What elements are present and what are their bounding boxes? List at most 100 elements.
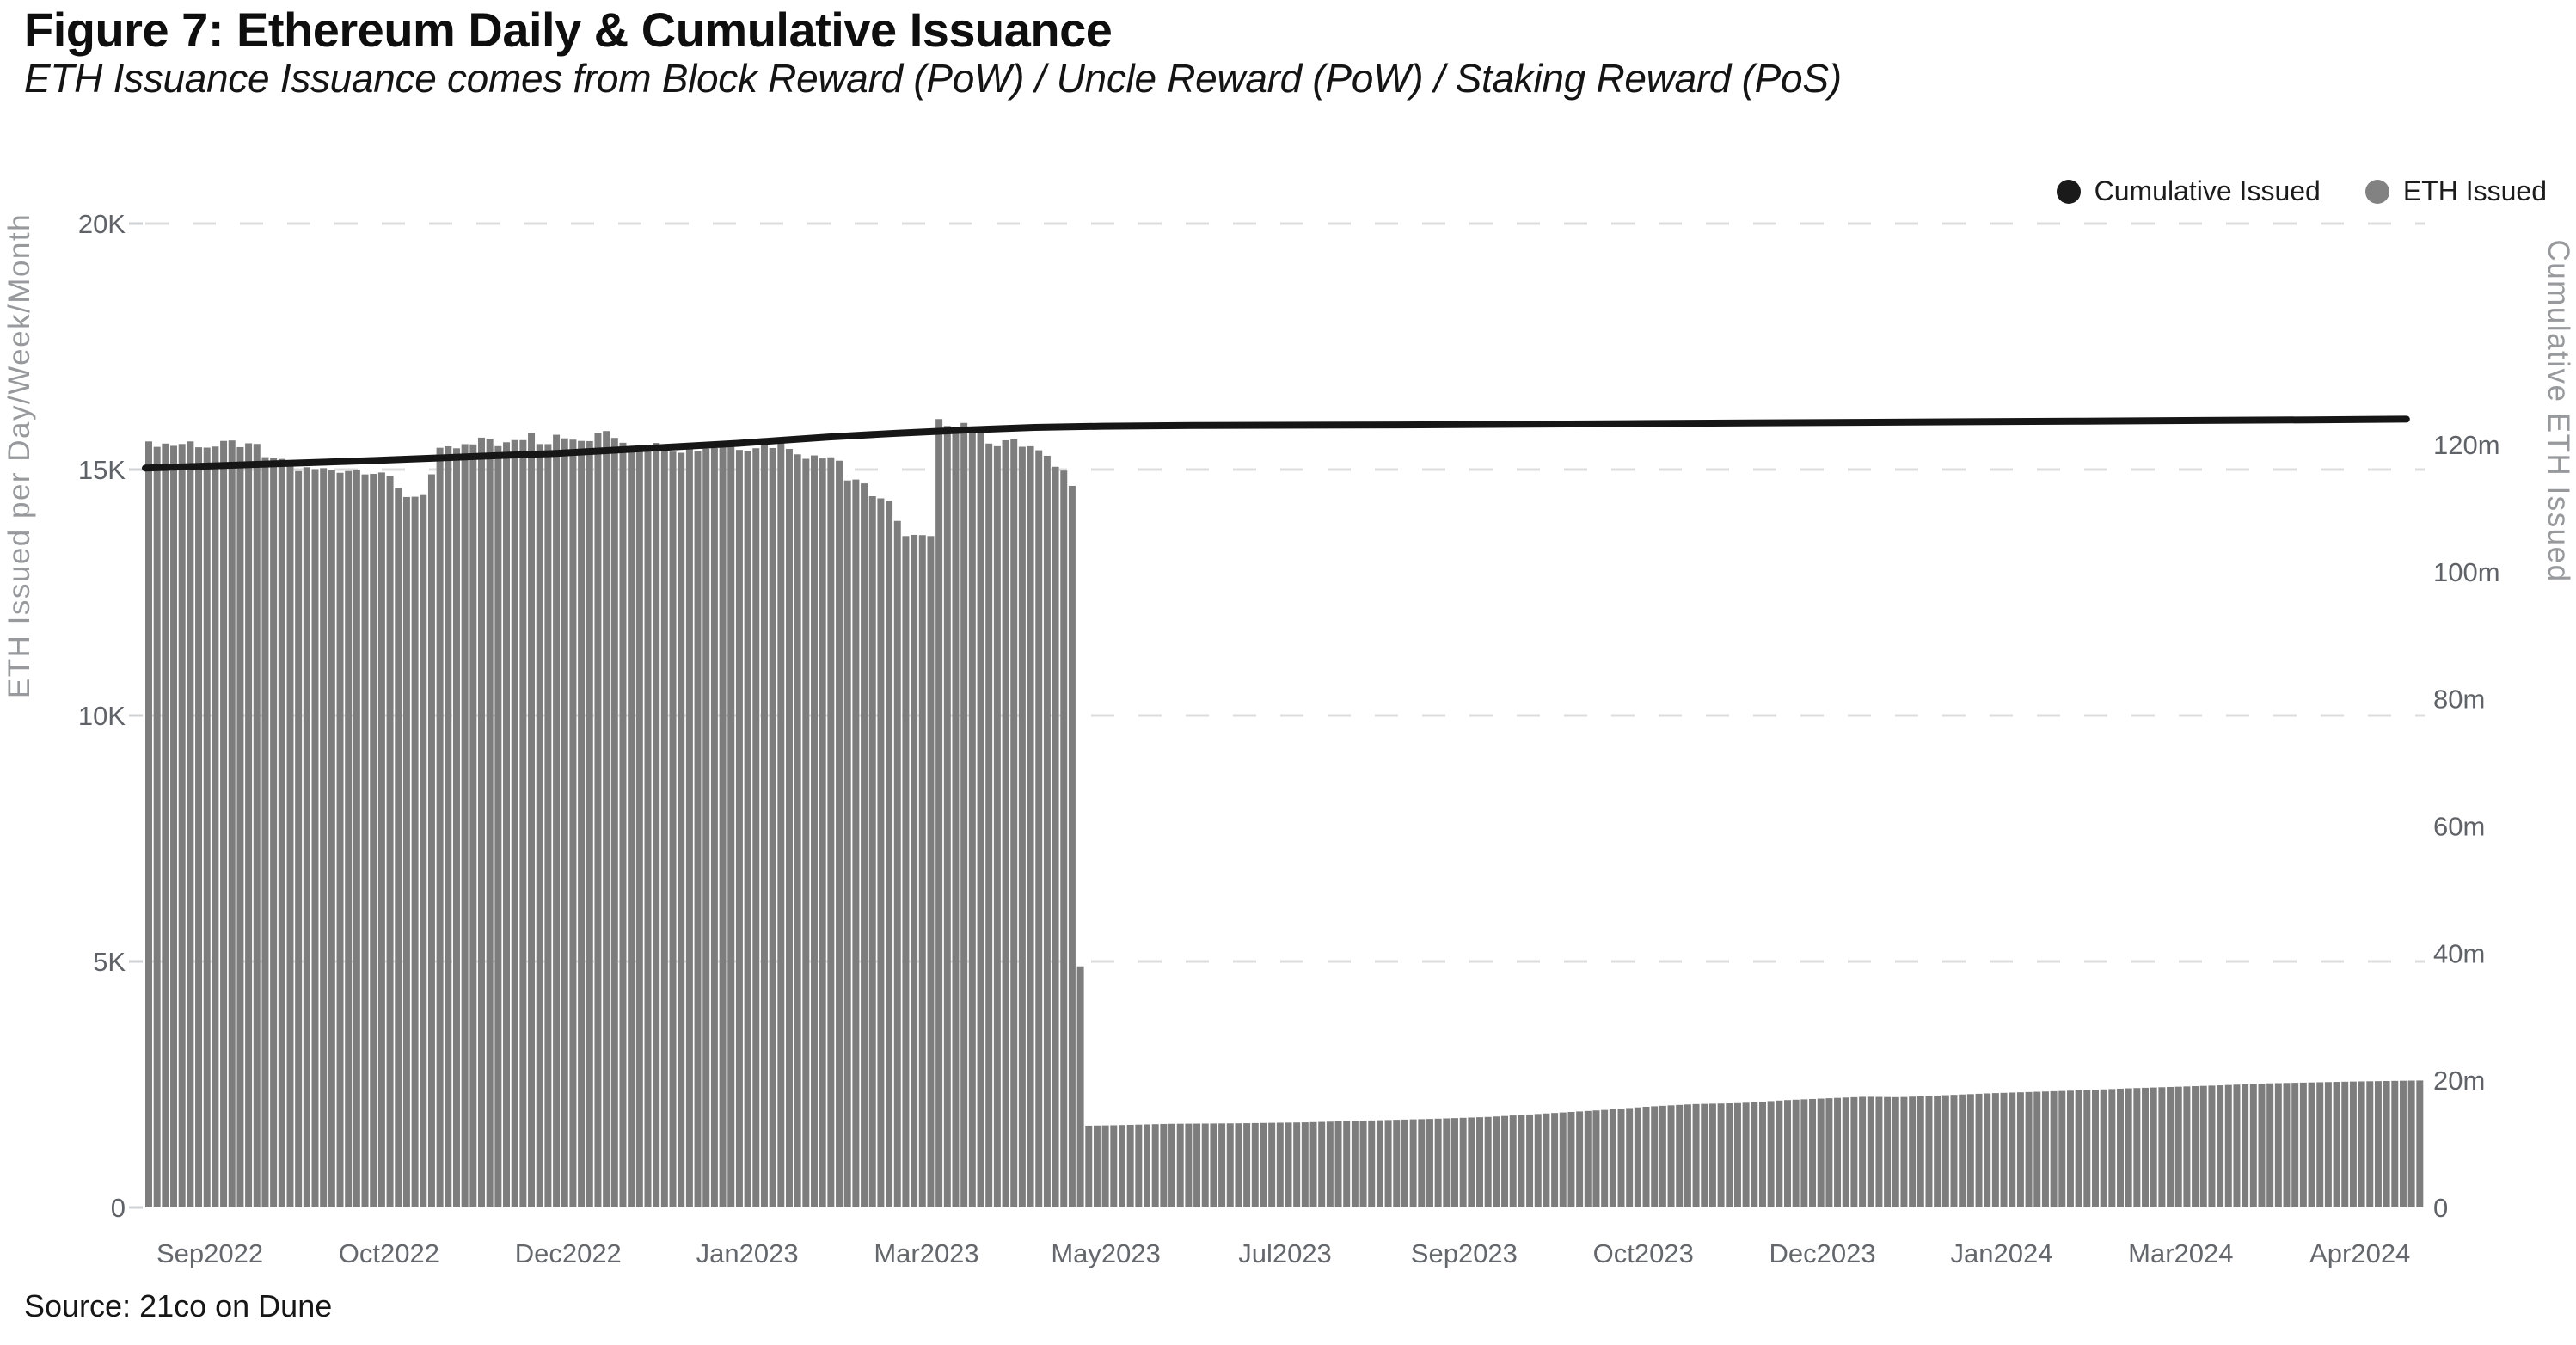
- bar: [1526, 1114, 1534, 1207]
- bar: [1534, 1114, 1542, 1207]
- legend-item-eth-issued[interactable]: ETH Issued: [2364, 175, 2547, 207]
- bar: [1767, 1101, 1775, 1207]
- bar: [1784, 1100, 1791, 1207]
- bar: [769, 447, 776, 1207]
- eth-issued-bars: [145, 419, 2424, 1208]
- bar: [1984, 1093, 1991, 1207]
- bar: [1692, 1103, 1700, 1207]
- bar: [1418, 1119, 1426, 1207]
- bar: [2324, 1082, 2332, 1207]
- bar: [2016, 1092, 2024, 1207]
- bar: [1800, 1099, 1808, 1207]
- bar: [2058, 1090, 2066, 1207]
- bar: [977, 431, 984, 1207]
- bar: [744, 451, 751, 1207]
- bar: [1476, 1117, 1484, 1207]
- bar: [278, 458, 285, 1207]
- bar: [586, 440, 593, 1207]
- bar: [245, 443, 253, 1207]
- bar: [1318, 1121, 1326, 1207]
- bar: [2242, 1084, 2249, 1207]
- bar: [2041, 1091, 2049, 1207]
- bar: [1634, 1107, 1641, 1207]
- bar: [2009, 1092, 2016, 1207]
- bar: [1376, 1120, 1383, 1207]
- bar: [1667, 1105, 1675, 1207]
- bar: [2274, 1083, 2282, 1207]
- bar: [968, 429, 976, 1207]
- bar: [861, 483, 868, 1207]
- y-axis-right-tick-label: 80m: [2433, 685, 2485, 715]
- bar: [1343, 1121, 1351, 1207]
- bar: [2125, 1088, 2132, 1207]
- bar: [943, 426, 951, 1207]
- bar: [1459, 1117, 1467, 1207]
- bar: [1509, 1115, 1517, 1207]
- bar: [952, 427, 960, 1208]
- y-axis-right: 0 20m 40m 60m 80m 100m 120m: [2433, 430, 2500, 1223]
- bar: [2000, 1092, 2008, 1207]
- bar: [1726, 1103, 1733, 1207]
- x-axis-tick-label: Oct2022: [339, 1238, 439, 1268]
- bar: [1834, 1097, 1842, 1207]
- bar: [1185, 1123, 1193, 1207]
- bar: [752, 448, 760, 1207]
- bar: [1884, 1096, 1892, 1207]
- bar: [1609, 1109, 1616, 1207]
- x-axis-tick-label: Dec2023: [1769, 1238, 1876, 1268]
- bar: [1584, 1110, 1592, 1207]
- figure-subtitle: ETH Issuance Issuance comes from Block R…: [24, 56, 1842, 101]
- bar: [1676, 1104, 1684, 1207]
- bar: [1226, 1123, 1234, 1207]
- bar: [811, 455, 818, 1207]
- bar: [1758, 1102, 1766, 1207]
- bar: [1684, 1104, 1691, 1207]
- bar: [660, 451, 668, 1207]
- bar: [420, 494, 427, 1207]
- bar: [2283, 1083, 2291, 1207]
- bar: [295, 470, 303, 1207]
- bar: [1076, 966, 1084, 1207]
- bar: [2258, 1083, 2266, 1207]
- bar: [1792, 1099, 1800, 1207]
- bar: [320, 468, 328, 1207]
- bar: [236, 446, 244, 1207]
- bar: [1160, 1123, 1168, 1207]
- y-axis-right-tick-label: 100m: [2433, 557, 2500, 587]
- bar: [1892, 1096, 1899, 1207]
- bar: [286, 461, 294, 1207]
- bar: [1426, 1119, 1433, 1207]
- bar: [1576, 1111, 1584, 1207]
- bar: [1850, 1096, 1858, 1207]
- x-axis: Sep2022 Oct2022 Dec2022 Jan2023 Mar2023 May20…: [156, 1238, 2410, 1268]
- x-axis-tick-label: Jan2023: [696, 1238, 799, 1268]
- bar: [827, 457, 835, 1207]
- bar: [1925, 1096, 1933, 1207]
- bar: [345, 470, 353, 1207]
- bar: [1010, 439, 1018, 1207]
- bar: [1443, 1118, 1451, 1207]
- bar: [785, 449, 793, 1207]
- bar: [2366, 1081, 2374, 1207]
- bar: [760, 444, 768, 1207]
- bar: [2142, 1087, 2150, 1207]
- cumulative-issued-line: [142, 415, 2410, 472]
- bar: [1501, 1115, 1509, 1207]
- bar: [1351, 1121, 1359, 1207]
- bar: [1301, 1122, 1309, 1207]
- bar: [710, 447, 718, 1207]
- legend-item-cumulative-issued[interactable]: Cumulative Issued: [2056, 175, 2321, 207]
- bar: [2174, 1086, 2182, 1207]
- bar: [794, 454, 801, 1207]
- bar: [1018, 446, 1026, 1207]
- bar: [1966, 1094, 1974, 1207]
- bar: [819, 458, 826, 1207]
- bar: [1326, 1121, 1334, 1207]
- bar: [1659, 1105, 1666, 1207]
- bar: [195, 447, 203, 1207]
- bar: [960, 422, 968, 1207]
- x-axis-tick-label: Jan2024: [1950, 1238, 2052, 1268]
- bar: [1293, 1122, 1301, 1207]
- bar: [519, 439, 527, 1207]
- bar: [1991, 1093, 1999, 1207]
